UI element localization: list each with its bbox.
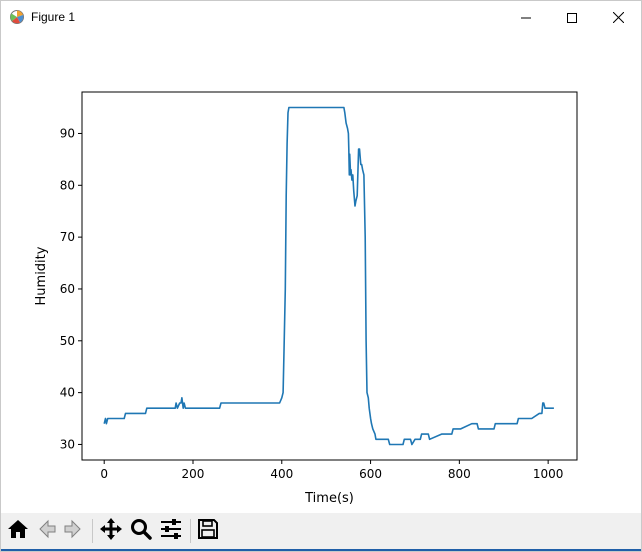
y-tick-label: 30 (60, 437, 75, 451)
x-tick-label: 400 (270, 467, 293, 481)
figure-canvas[interactable]: 0 200 400 600 800 1000 30 40 50 60 70 80 90 Time(s) … (1, 35, 641, 513)
toolbar-separator (190, 519, 191, 543)
close-icon (612, 12, 624, 23)
y-tick-label: 60 (60, 282, 75, 296)
pan-button[interactable] (97, 517, 125, 545)
y-tick-label: 90 (60, 126, 75, 140)
configure-subplots-button[interactable] (157, 517, 185, 545)
matplotlib-logo-icon (9, 9, 25, 25)
maximize-icon (567, 12, 577, 23)
x-tick-label: 600 (359, 467, 382, 481)
x-tick-label: 200 (182, 467, 205, 481)
title-bar[interactable]: Figure 1 (1, 1, 641, 34)
configure-subplots-icon (159, 517, 183, 545)
window-title: Figure 1 (31, 10, 76, 24)
save-button[interactable] (194, 517, 222, 545)
maximize-button[interactable] (549, 1, 595, 34)
axes-frame (81, 91, 578, 461)
save-icon (196, 517, 220, 545)
forward-button[interactable] (60, 517, 88, 545)
home-icon (6, 517, 30, 545)
y-tick-label: 40 (60, 386, 75, 400)
x-tick-label: 800 (448, 467, 471, 481)
close-button[interactable] (595, 1, 641, 34)
x-tick-label: 0 (100, 467, 108, 481)
humidity-series-line (103, 106, 554, 446)
zoom-button[interactable] (127, 517, 155, 545)
zoom-icon (129, 517, 153, 545)
back-button[interactable] (32, 517, 60, 545)
navigation-toolbar (1, 513, 641, 549)
y-tick-label: 80 (60, 178, 75, 192)
y-axis-label: Humidity (34, 246, 49, 305)
x-axis-label: Time(s) (304, 491, 354, 506)
x-tick-label: 1000 (533, 467, 564, 481)
y-tick-label: 50 (60, 334, 75, 348)
minimize-button[interactable] (503, 1, 549, 34)
back-icon (34, 517, 58, 545)
home-button[interactable] (4, 517, 32, 545)
window-bottom-border (1, 549, 641, 551)
minimize-icon (521, 13, 531, 23)
pan-icon (99, 517, 123, 545)
y-tick-label: 70 (60, 230, 75, 244)
forward-icon (62, 517, 86, 545)
toolbar-separator (92, 519, 93, 543)
